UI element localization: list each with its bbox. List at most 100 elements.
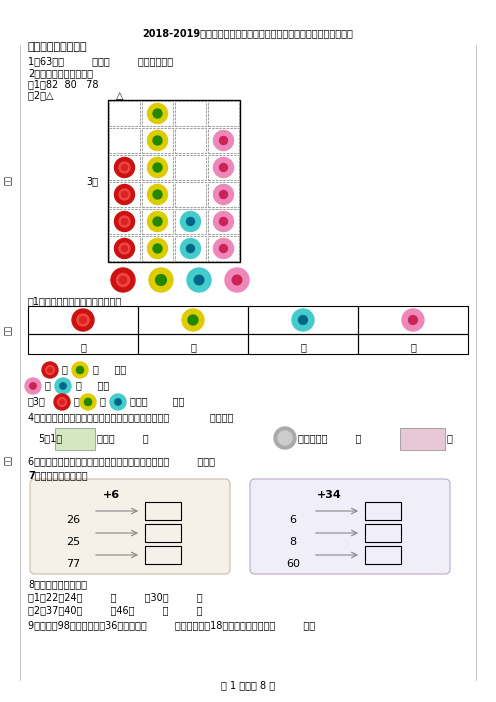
Text: 7．算一算，填一填。: 7．算一算，填一填。 bbox=[28, 470, 88, 480]
Text: ，还可以换         张: ，还可以换 张 bbox=[298, 433, 362, 443]
Text: （2）△                    △: （2）△ △ bbox=[28, 90, 124, 100]
Text: 。: 。 bbox=[447, 433, 453, 443]
Bar bbox=[142, 155, 173, 180]
Text: 4．要统计小明发烧时一天内的体温变化情况，要选用             统计图。: 4．要统计小明发烧时一天内的体温变化情况，要选用 统计图。 bbox=[28, 412, 234, 422]
Text: 5．1张: 5．1张 bbox=[38, 433, 62, 443]
Circle shape bbox=[147, 211, 168, 232]
Circle shape bbox=[119, 189, 130, 200]
Circle shape bbox=[147, 185, 168, 204]
Bar bbox=[248, 334, 358, 354]
Bar bbox=[142, 182, 173, 207]
Text: 一、想一想，填一填: 一、想一想，填一填 bbox=[28, 42, 88, 52]
Circle shape bbox=[77, 314, 89, 326]
Text: 班级: 班级 bbox=[3, 325, 12, 335]
Circle shape bbox=[156, 274, 166, 286]
Bar bbox=[108, 100, 240, 262]
Circle shape bbox=[115, 399, 121, 405]
Circle shape bbox=[72, 362, 88, 378]
Circle shape bbox=[220, 244, 228, 253]
Circle shape bbox=[76, 366, 84, 373]
Text: 26: 26 bbox=[66, 515, 80, 525]
Bar bbox=[208, 209, 239, 234]
Bar bbox=[142, 209, 173, 234]
Circle shape bbox=[119, 162, 130, 173]
Bar bbox=[175, 101, 206, 126]
Bar bbox=[248, 306, 358, 334]
Circle shape bbox=[194, 275, 204, 285]
FancyBboxPatch shape bbox=[30, 479, 230, 574]
Circle shape bbox=[55, 378, 71, 394]
Circle shape bbox=[122, 246, 127, 251]
Text: +34: +34 bbox=[317, 490, 342, 500]
Bar bbox=[145, 546, 181, 564]
Circle shape bbox=[54, 394, 70, 410]
Circle shape bbox=[181, 239, 200, 258]
Circle shape bbox=[213, 157, 234, 178]
Circle shape bbox=[72, 309, 94, 331]
Circle shape bbox=[153, 190, 162, 199]
Circle shape bbox=[115, 185, 134, 204]
Text: 第 1 页，共 8 页: 第 1 页，共 8 页 bbox=[221, 680, 275, 690]
Bar bbox=[109, 236, 140, 261]
Circle shape bbox=[153, 217, 162, 226]
Bar bbox=[142, 101, 173, 126]
Circle shape bbox=[115, 211, 134, 232]
Circle shape bbox=[119, 243, 130, 254]
Circle shape bbox=[402, 309, 424, 331]
Circle shape bbox=[213, 211, 234, 232]
Text: （1）82  80   78: （1）82 80 78 bbox=[28, 79, 99, 89]
Text: 一共有        朵。: 一共有 朵。 bbox=[130, 396, 185, 406]
Circle shape bbox=[292, 309, 314, 331]
Circle shape bbox=[220, 164, 228, 171]
Bar bbox=[208, 155, 239, 180]
Bar bbox=[175, 182, 206, 207]
Bar bbox=[175, 236, 206, 261]
Circle shape bbox=[181, 211, 200, 232]
Circle shape bbox=[60, 383, 66, 389]
Text: 个: 个 bbox=[190, 342, 196, 352]
Circle shape bbox=[225, 268, 249, 292]
Bar bbox=[109, 101, 140, 126]
Text: 60: 60 bbox=[286, 559, 300, 569]
Circle shape bbox=[80, 394, 96, 410]
Bar bbox=[358, 306, 468, 334]
Circle shape bbox=[147, 103, 168, 124]
Text: （1）22，24，         ，         ，30，         ，: （1）22，24， ， ，30， ， bbox=[28, 592, 203, 602]
Circle shape bbox=[153, 136, 162, 145]
Circle shape bbox=[111, 268, 135, 292]
Text: 9．要植树98棵，已经植了36棵，还要植         棵。如果还剩18棵没有植，已经植了         棵。: 9．要植树98棵，已经植了36棵，还要植 棵。如果还剩18棵没有植，已经植了 棵… bbox=[28, 620, 315, 630]
Text: （2）37，40，         ，46，         ，         ，: （2）37，40， ，46， ， ， bbox=[28, 605, 202, 615]
Text: 个: 个 bbox=[410, 342, 416, 352]
Circle shape bbox=[119, 216, 130, 227]
Circle shape bbox=[147, 157, 168, 178]
Bar bbox=[109, 128, 140, 153]
Circle shape bbox=[25, 378, 41, 394]
Bar bbox=[142, 128, 173, 153]
Text: 分数: 分数 bbox=[3, 175, 12, 185]
Circle shape bbox=[58, 397, 66, 406]
Circle shape bbox=[409, 316, 418, 324]
Bar bbox=[142, 236, 173, 261]
Circle shape bbox=[110, 394, 126, 410]
Text: 可以换         个: 可以换 个 bbox=[97, 433, 149, 443]
Circle shape bbox=[122, 164, 127, 171]
Text: （1）数一数，把结果整理在表格。: （1）数一数，把结果整理在表格。 bbox=[28, 296, 122, 306]
Text: 个: 个 bbox=[80, 342, 86, 352]
Circle shape bbox=[147, 131, 168, 150]
Circle shape bbox=[153, 244, 162, 253]
Text: 25: 25 bbox=[66, 537, 80, 547]
Circle shape bbox=[299, 316, 308, 324]
Bar bbox=[175, 155, 206, 180]
Circle shape bbox=[115, 239, 134, 258]
Circle shape bbox=[153, 163, 162, 172]
Text: 77: 77 bbox=[66, 559, 80, 569]
Text: 个: 个 bbox=[300, 342, 306, 352]
Bar bbox=[208, 128, 239, 153]
Bar bbox=[145, 524, 181, 542]
Text: 少     朵，: 少 朵， bbox=[93, 364, 126, 374]
Circle shape bbox=[220, 136, 228, 145]
Bar bbox=[28, 306, 138, 334]
Text: （3）: （3） bbox=[28, 396, 46, 406]
Text: 多     朵。: 多 朵。 bbox=[76, 380, 109, 390]
Text: 2．按规律填数或画图。: 2．按规律填数或画图。 bbox=[28, 68, 93, 78]
